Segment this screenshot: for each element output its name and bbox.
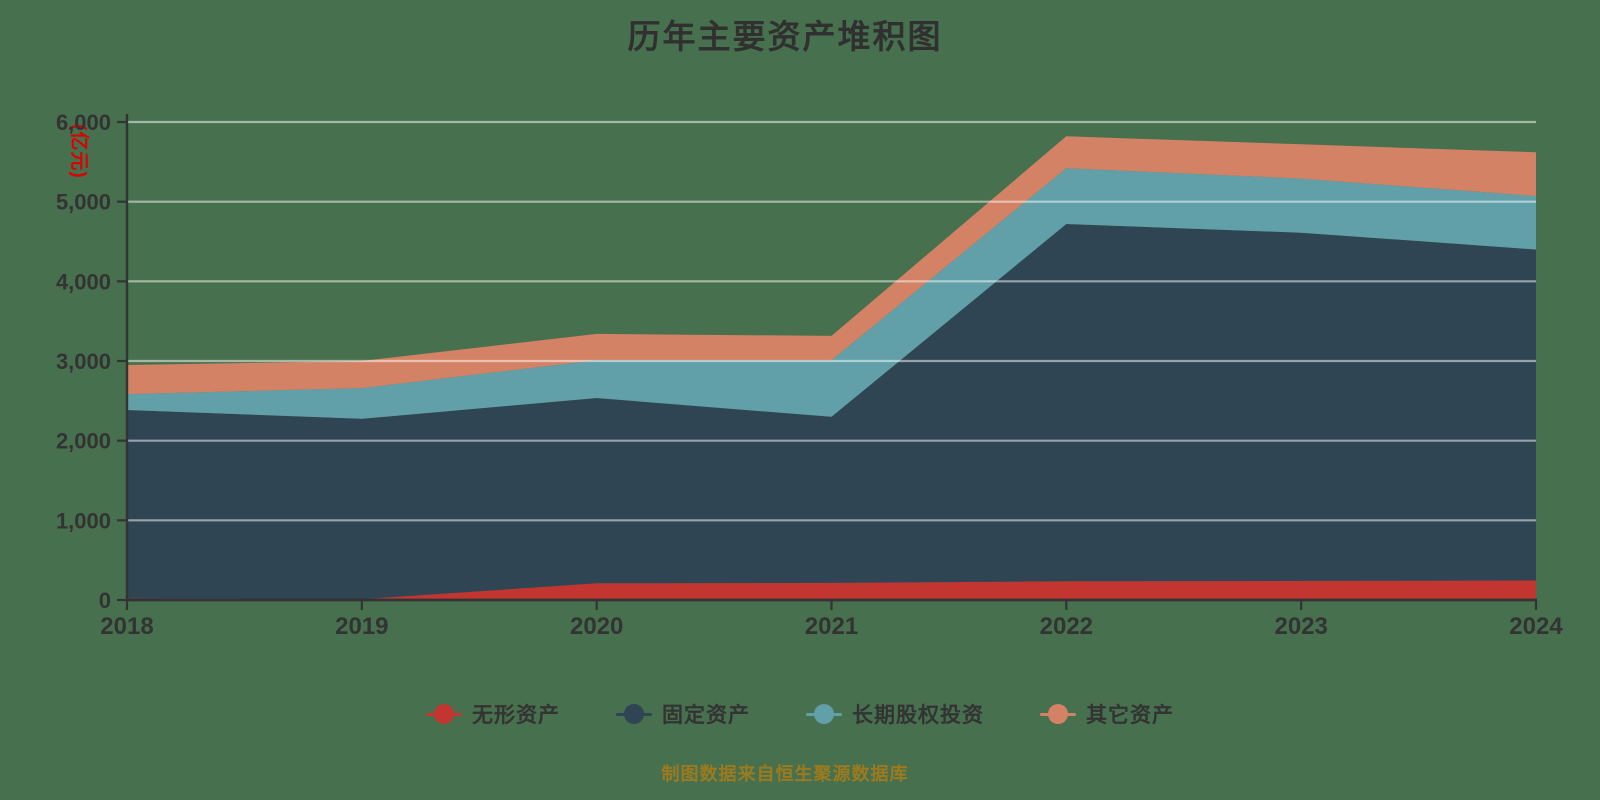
area-fixed-assets [127,224,1536,600]
area-intangible-assets [127,580,1536,600]
x-tick-label: 2023 [1274,613,1327,640]
x-tick-label: 2020 [570,613,623,640]
legend-item-intangible-assets[interactable]: 无形资产 [426,699,560,729]
legend-item-long-term-equity[interactable]: 长期股权投资 [806,699,984,729]
legend-item-label: 其它资产 [1086,704,1174,727]
legend-item-other-assets[interactable]: 其它资产 [1040,699,1174,729]
legend-marker-icon [426,704,462,724]
y-tick-label: 5,000 [56,190,111,215]
legend-item-label: 固定资产 [662,704,750,727]
legend-marker-icon [1040,704,1076,724]
y-tick-label: 2,000 [56,429,111,454]
stacked-area-chart: 0 1,000 2,000 3,000 4,000 5,000 6,000 2018 2019 2… [56,110,1563,640]
x-tick-label: 2024 [1509,613,1563,640]
x-tick-label: 2019 [335,613,388,640]
legend-marker-icon [806,704,842,724]
y-tick-label: 6,000 [56,110,111,135]
legend-item-label: 长期股权投资 [852,704,984,727]
y-tick-label: 0 [99,588,111,613]
legend-item-fixed-assets[interactable]: 固定资产 [616,699,750,729]
x-tick-label: 2022 [1040,613,1093,640]
chart-title: 历年主要资产堆积图 [627,18,943,55]
chart-legend: 无形资产 固定资产 长期股权投资 其它资产 [0,699,1600,729]
legend-marker-icon [616,704,652,724]
area-other-assets [127,136,1536,395]
x-tick-label: 2021 [805,613,858,640]
y-tick-label: 4,000 [56,269,111,294]
area-long-term-equity [127,168,1536,419]
data-source-caption: 制图数据来自恒生聚源数据库 [661,764,909,784]
y-tick-label: 1,000 [56,508,111,533]
legend-item-label: 无形资产 [472,704,560,727]
x-tick-label: 2018 [100,613,153,640]
y-tick-label: 3,000 [56,349,111,374]
